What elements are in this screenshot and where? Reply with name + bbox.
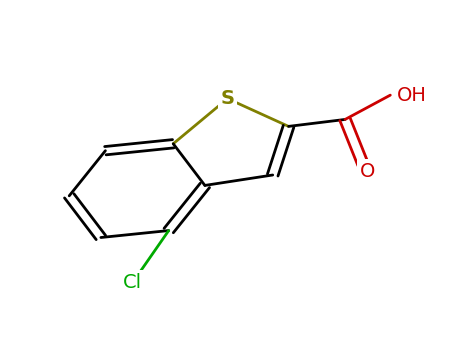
Text: Cl: Cl	[123, 273, 142, 292]
Text: OH: OH	[397, 86, 427, 105]
Text: O: O	[360, 162, 375, 181]
Text: S: S	[221, 89, 234, 108]
